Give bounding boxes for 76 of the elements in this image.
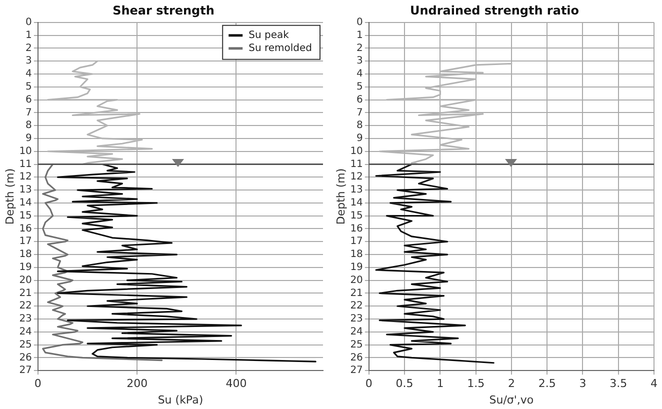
y-tick-label: 0 <box>26 16 32 28</box>
y-tick-label: 10 <box>350 146 363 157</box>
y-tick-label: 18 <box>350 249 363 260</box>
y-tick-label: 5 <box>356 81 363 92</box>
y-tick-label: 18 <box>19 249 32 260</box>
x-tick-label: 3.5 <box>610 377 628 390</box>
y-tick-label: 13 <box>350 184 363 196</box>
y-tick-label: 6 <box>26 94 32 106</box>
y-axis-title: Depth (m) <box>334 168 348 225</box>
x-tick-label: 0.5 <box>396 377 414 390</box>
chart-title: Undrained strength ratio <box>410 3 580 18</box>
y-tick-label: 19 <box>350 262 363 274</box>
y-tick-label: 13 <box>19 184 32 196</box>
y-tick-label: 11 <box>350 158 363 170</box>
y-tick-label: 8 <box>26 120 32 132</box>
y-tick-label: 22 <box>350 300 363 312</box>
y-tick-label: 21 <box>19 288 32 299</box>
x-tick-label: 400 <box>226 377 247 390</box>
y-tick-label: 15 <box>350 210 363 222</box>
y-tick-label: 21 <box>350 288 363 299</box>
y-tick-label: 7 <box>356 107 363 118</box>
y-tick-label: 1 <box>26 30 32 41</box>
x-axis-title: Su (kPa) <box>158 393 204 406</box>
y-tick-label: 4 <box>356 68 363 80</box>
y-tick-label: 6 <box>356 94 363 106</box>
y-tick-label: 3 <box>26 56 32 67</box>
y-tick-label: 25 <box>350 339 363 350</box>
y-tick-label: 12 <box>350 172 363 183</box>
x-tick-label: 1.5 <box>467 377 485 390</box>
y-tick-label: 27 <box>350 365 363 376</box>
y-tick-label: 2 <box>356 42 363 54</box>
y-tick-label: 16 <box>350 223 363 234</box>
y-tick-label: 20 <box>19 274 32 286</box>
chart-title: Shear strength <box>112 3 214 18</box>
y-tick-label: 23 <box>350 314 363 325</box>
y-tick-label: 1 <box>356 30 363 41</box>
x-tick-label: 0 <box>365 377 372 390</box>
y-axis-title: Depth (m) <box>3 168 16 225</box>
y-tick-label: 14 <box>350 198 363 209</box>
y-tick-label: 25 <box>19 339 32 350</box>
y-tick-label: 2 <box>26 42 32 54</box>
y-tick-label: 4 <box>26 68 32 80</box>
y-tick-label: 22 <box>19 300 32 312</box>
x-tick-label: 2 <box>508 377 515 390</box>
y-tick-label: 20 <box>350 274 363 286</box>
legend-label: Su remolded <box>248 42 312 54</box>
legend-label: Su peak <box>248 30 290 41</box>
y-tick-label: 9 <box>356 133 363 144</box>
x-tick-label: 0 <box>34 377 42 390</box>
y-tick-label: 3 <box>356 56 363 67</box>
y-tick-label: 9 <box>26 133 32 144</box>
y-tick-label: 24 <box>19 326 32 338</box>
y-tick-label: 15 <box>19 210 32 222</box>
y-tick-label: 23 <box>19 314 32 325</box>
y-tick-label: 19 <box>19 262 32 274</box>
x-axis-title: Su/σ',vo <box>489 393 534 406</box>
y-tick-label: 27 <box>19 365 32 376</box>
y-tick-label: 5 <box>26 81 32 92</box>
y-tick-label: 24 <box>350 326 363 338</box>
y-tick-label: 12 <box>19 172 32 183</box>
y-tick-label: 10 <box>19 146 32 157</box>
y-tick-label: 16 <box>19 223 32 234</box>
y-tick-label: 17 <box>19 236 32 248</box>
y-tick-label: 7 <box>26 107 32 118</box>
y-tick-label: 11 <box>19 158 32 170</box>
x-tick-label: 4 <box>650 377 658 390</box>
x-tick-label: 3 <box>579 377 586 390</box>
y-tick-label: 17 <box>350 236 363 248</box>
y-tick-label: 26 <box>19 352 32 364</box>
y-tick-label: 26 <box>350 352 363 364</box>
x-tick-label: 200 <box>126 377 148 390</box>
y-tick-label: 14 <box>19 198 32 209</box>
x-tick-label: 2.5 <box>538 377 556 390</box>
x-tick-label: 1 <box>436 377 444 390</box>
y-tick-label: 0 <box>356 16 363 28</box>
y-tick-label: 8 <box>356 120 363 132</box>
